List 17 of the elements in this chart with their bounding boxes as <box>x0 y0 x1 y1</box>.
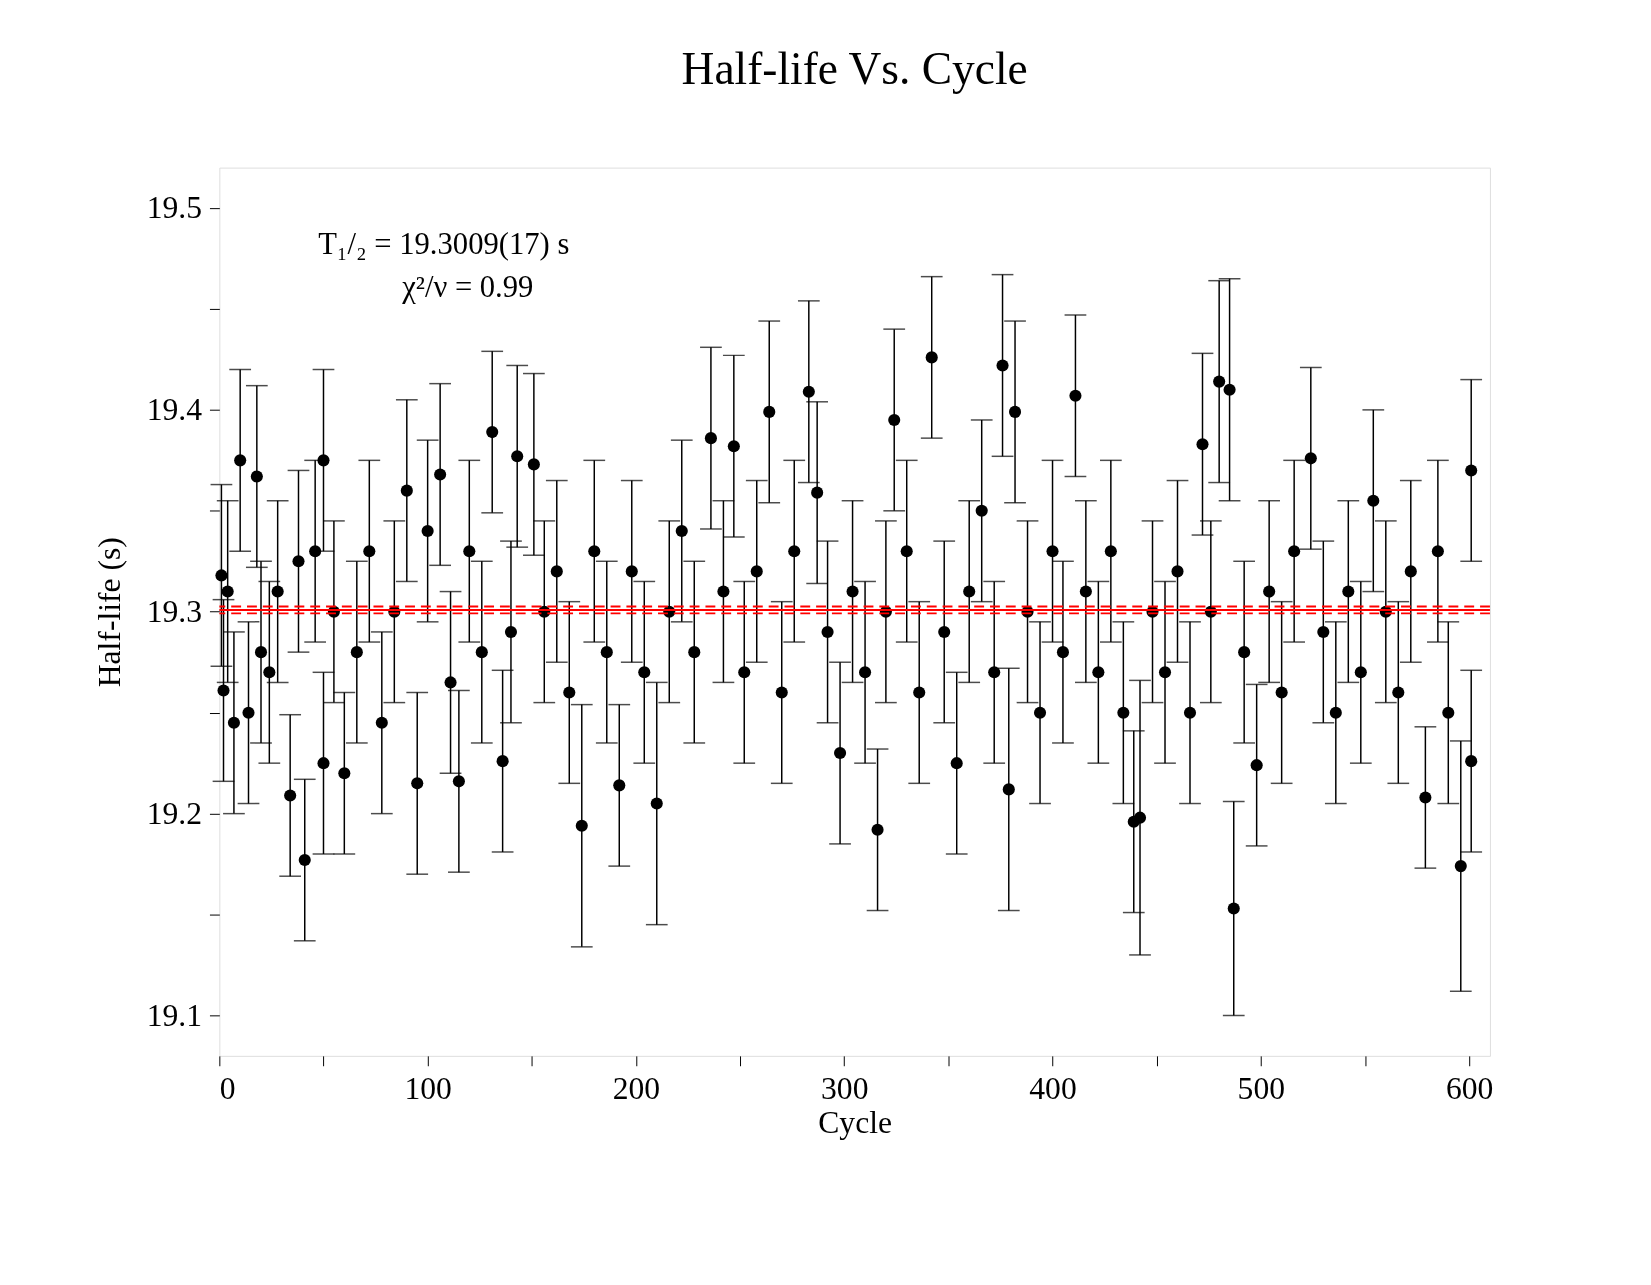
x-tick-label: 100 <box>404 1070 452 1106</box>
y-tick-label: 19.5 <box>146 190 203 226</box>
x-tick-label: 300 <box>821 1070 869 1106</box>
x-tick-label: 0 <box>219 1070 236 1106</box>
y-tick-label: 19.4 <box>146 392 203 428</box>
x-tick-label: 500 <box>1237 1070 1286 1106</box>
chart-title: Half-life Vs. Cycle <box>681 43 1028 94</box>
y-axis-title: Half-life (s) <box>92 537 128 688</box>
y-tick-label: 19.3 <box>146 594 203 630</box>
x-axis-title: Cycle <box>818 1105 893 1141</box>
annotation: χ²/ν = 0.99 <box>401 270 534 305</box>
annotation: T₁/₂ = 19.3009(17) s <box>318 226 570 261</box>
x-tick-label: 200 <box>612 1070 661 1106</box>
y-tick-label: 19.2 <box>146 796 203 831</box>
x-tick-label: 400 <box>1029 1070 1077 1106</box>
y-tick-label: 19.1 <box>146 997 203 1033</box>
x-tick-label: 600 <box>1445 1070 1494 1106</box>
